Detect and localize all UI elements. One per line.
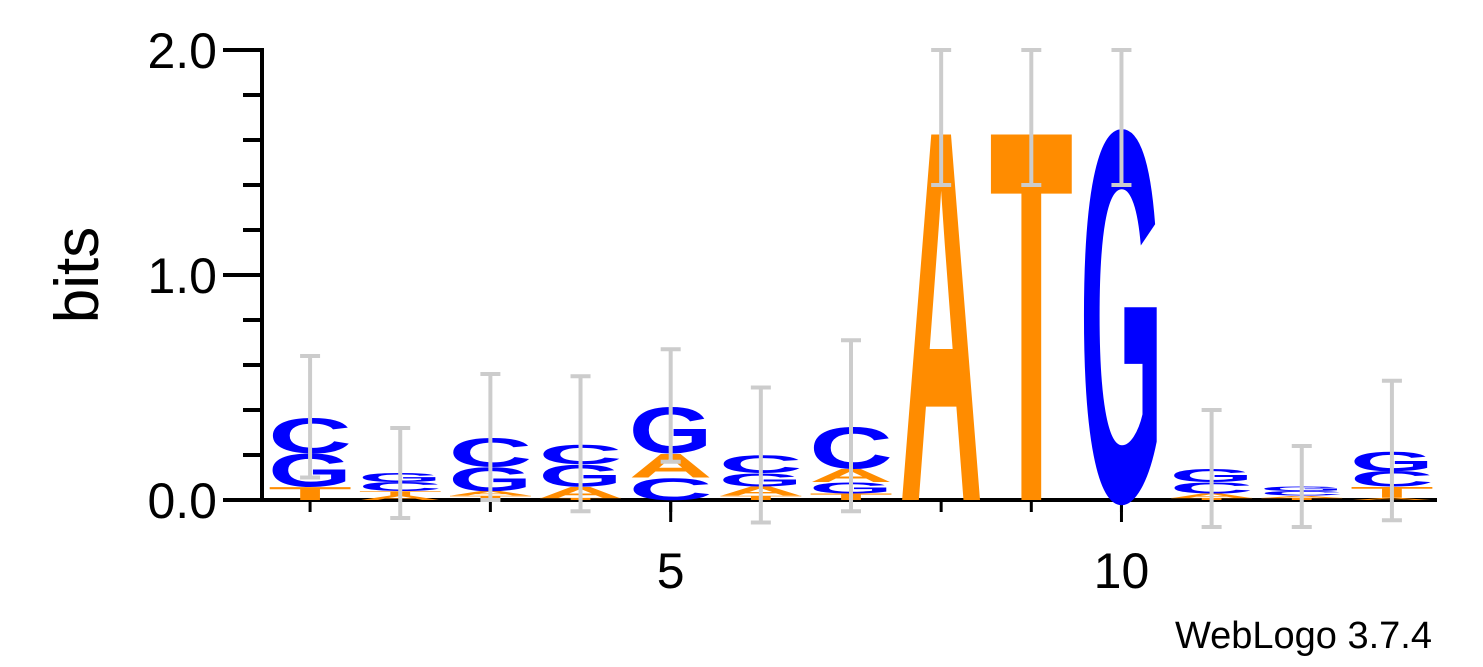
error-bar xyxy=(750,385,771,525)
error-bar xyxy=(660,347,681,464)
error-bar xyxy=(390,426,411,520)
error-bar xyxy=(300,354,321,480)
error-bar xyxy=(841,338,861,514)
footer: WebLogo 3.7.4 xyxy=(1175,615,1432,657)
x-tick-label: 10 xyxy=(1094,543,1150,599)
error-bar xyxy=(1381,378,1402,523)
y-tick-label: 0.0 xyxy=(147,473,217,529)
error-bar xyxy=(1201,408,1222,529)
y-tick-label: 1.0 xyxy=(147,248,217,304)
error-bar xyxy=(1111,48,1132,187)
logo-letter: C xyxy=(629,472,713,507)
x-tick-label: 5 xyxy=(657,543,685,599)
error-bar xyxy=(1021,48,1042,187)
error-bar xyxy=(931,48,952,187)
error-bar xyxy=(1291,444,1312,529)
y-axis-label: bits xyxy=(43,227,112,323)
error-bar xyxy=(570,374,591,514)
logo-letter: T xyxy=(268,483,352,504)
y-tick-label: 2.0 xyxy=(147,23,217,79)
error-bar xyxy=(480,372,501,502)
